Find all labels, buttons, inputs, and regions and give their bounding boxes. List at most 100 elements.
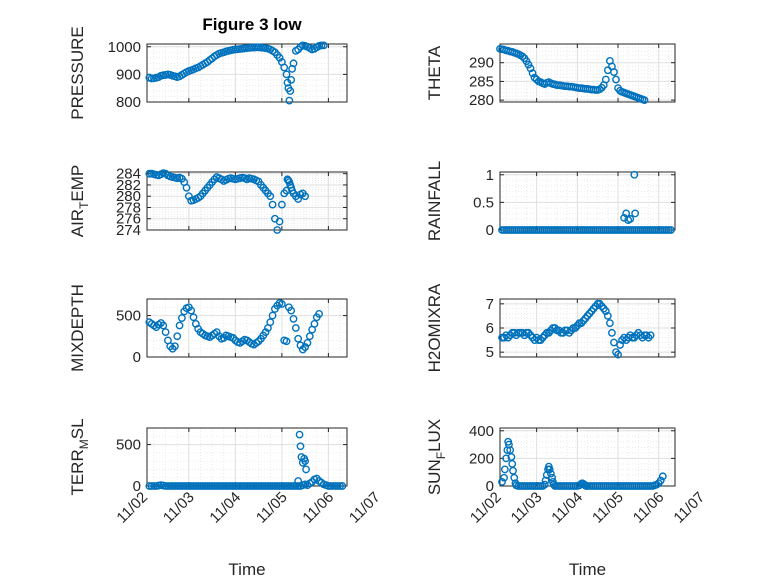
series-markers (145, 169, 310, 234)
data-point (333, 482, 342, 490)
data-point (171, 342, 179, 351)
data-point (656, 476, 665, 485)
grid (500, 43, 675, 102)
data-point (177, 314, 186, 322)
y-tick-label: 0 (133, 349, 141, 366)
y-tick-label: 0 (486, 478, 494, 495)
data-point (182, 183, 191, 192)
data-point (317, 41, 326, 50)
data-point (546, 469, 555, 478)
data-point (277, 300, 286, 308)
data-point (303, 339, 312, 347)
x-tick-label: 11/03 (508, 489, 546, 527)
axes-box (146, 43, 348, 103)
y-axis-label: MIXDEPTH (68, 284, 87, 372)
data-point (608, 328, 616, 337)
y-tick-label: 6 (486, 320, 494, 337)
x-axis-label: Time (228, 560, 265, 579)
axes-box (499, 427, 676, 487)
x-tick-label: 11/04 (206, 489, 244, 527)
y-tick-label: 290 (469, 55, 494, 72)
data-point (614, 350, 622, 359)
data-point (315, 310, 323, 318)
data-point (338, 482, 347, 490)
axes-frame-outline (146, 427, 348, 487)
data-point (616, 341, 624, 349)
series-markers (145, 430, 347, 490)
data-point (302, 465, 310, 474)
axes-frame-outline (146, 43, 348, 103)
series-markers (145, 41, 328, 105)
data-point (277, 200, 286, 209)
data-point (524, 60, 533, 69)
y-tick-label: 800 (116, 94, 141, 111)
axes-frame-outline (499, 171, 676, 231)
y-tick-label: 7 (486, 296, 494, 313)
data-point (291, 324, 300, 332)
figure-title: Figure 3 low (202, 15, 302, 34)
x-tick-label: 11/02 (113, 489, 151, 527)
data-point (294, 334, 303, 343)
data-point (287, 76, 296, 84)
data-point (548, 473, 556, 482)
y-tick-label: 200 (469, 450, 494, 467)
data-point (603, 312, 612, 320)
x-axis-label: Time (569, 560, 606, 579)
y-tick-label: 900 (116, 66, 141, 83)
data-point (518, 52, 527, 61)
y-tick-label: 280 (116, 188, 141, 205)
data-point (640, 96, 649, 105)
data-point (212, 328, 221, 337)
data-point (601, 75, 610, 84)
axes-box (499, 43, 676, 103)
series-markers (498, 299, 655, 359)
data-point (601, 307, 610, 315)
data-point (626, 215, 635, 223)
y-tick-label: 500 (116, 437, 141, 454)
y-tick-label: 0.5 (473, 194, 494, 211)
data-point (319, 41, 328, 50)
axes-box (499, 171, 676, 231)
x-tick-label: 11/02 (467, 489, 505, 527)
y-tick-label: 5 (486, 344, 494, 361)
data-point (275, 53, 284, 62)
x-tick-label: 11/04 (548, 489, 586, 527)
subplot-1: 800 900 1000 PRESSURE (68, 26, 348, 120)
data-point (145, 169, 154, 178)
y-tick-label: 0 (486, 222, 494, 239)
x-tick-label: 11/05 (253, 489, 291, 527)
data-point (667, 226, 675, 234)
data-point (273, 226, 282, 234)
data-point (282, 70, 291, 79)
data-point (175, 321, 184, 330)
data-point (509, 466, 517, 475)
subplot-8: 0 200 400 11/02 11/03 11/04 11/05 11/06 11/07 SUN… (425, 419, 708, 579)
x-tick-label: 11/06 (630, 489, 668, 527)
data-point (266, 318, 275, 327)
data-point (545, 465, 554, 474)
data-point (285, 96, 294, 105)
data-point (286, 87, 295, 95)
data-point (289, 314, 298, 323)
y-axis-label: H2OMIXRA (425, 283, 444, 372)
data-point (310, 319, 319, 328)
y-axis-label: AIRTEMP (68, 165, 91, 238)
data-point (268, 311, 277, 320)
subplot-7: 0 500 11/02 11/03 11/04 11/05 11/06 11/07 TERRMS… (68, 418, 384, 579)
y-axis-label: TERRMSL (68, 418, 91, 495)
data-point (605, 319, 614, 328)
data-point (294, 482, 303, 490)
data-point (528, 69, 537, 78)
data-point (289, 59, 298, 68)
data-point (500, 473, 508, 482)
data-point (526, 64, 535, 73)
data-point (540, 480, 549, 489)
y-tick-label: 278 (116, 199, 141, 216)
y-tick-label: 282 (116, 177, 141, 194)
data-point (301, 192, 310, 201)
y-tick-label: 1 (486, 167, 494, 184)
